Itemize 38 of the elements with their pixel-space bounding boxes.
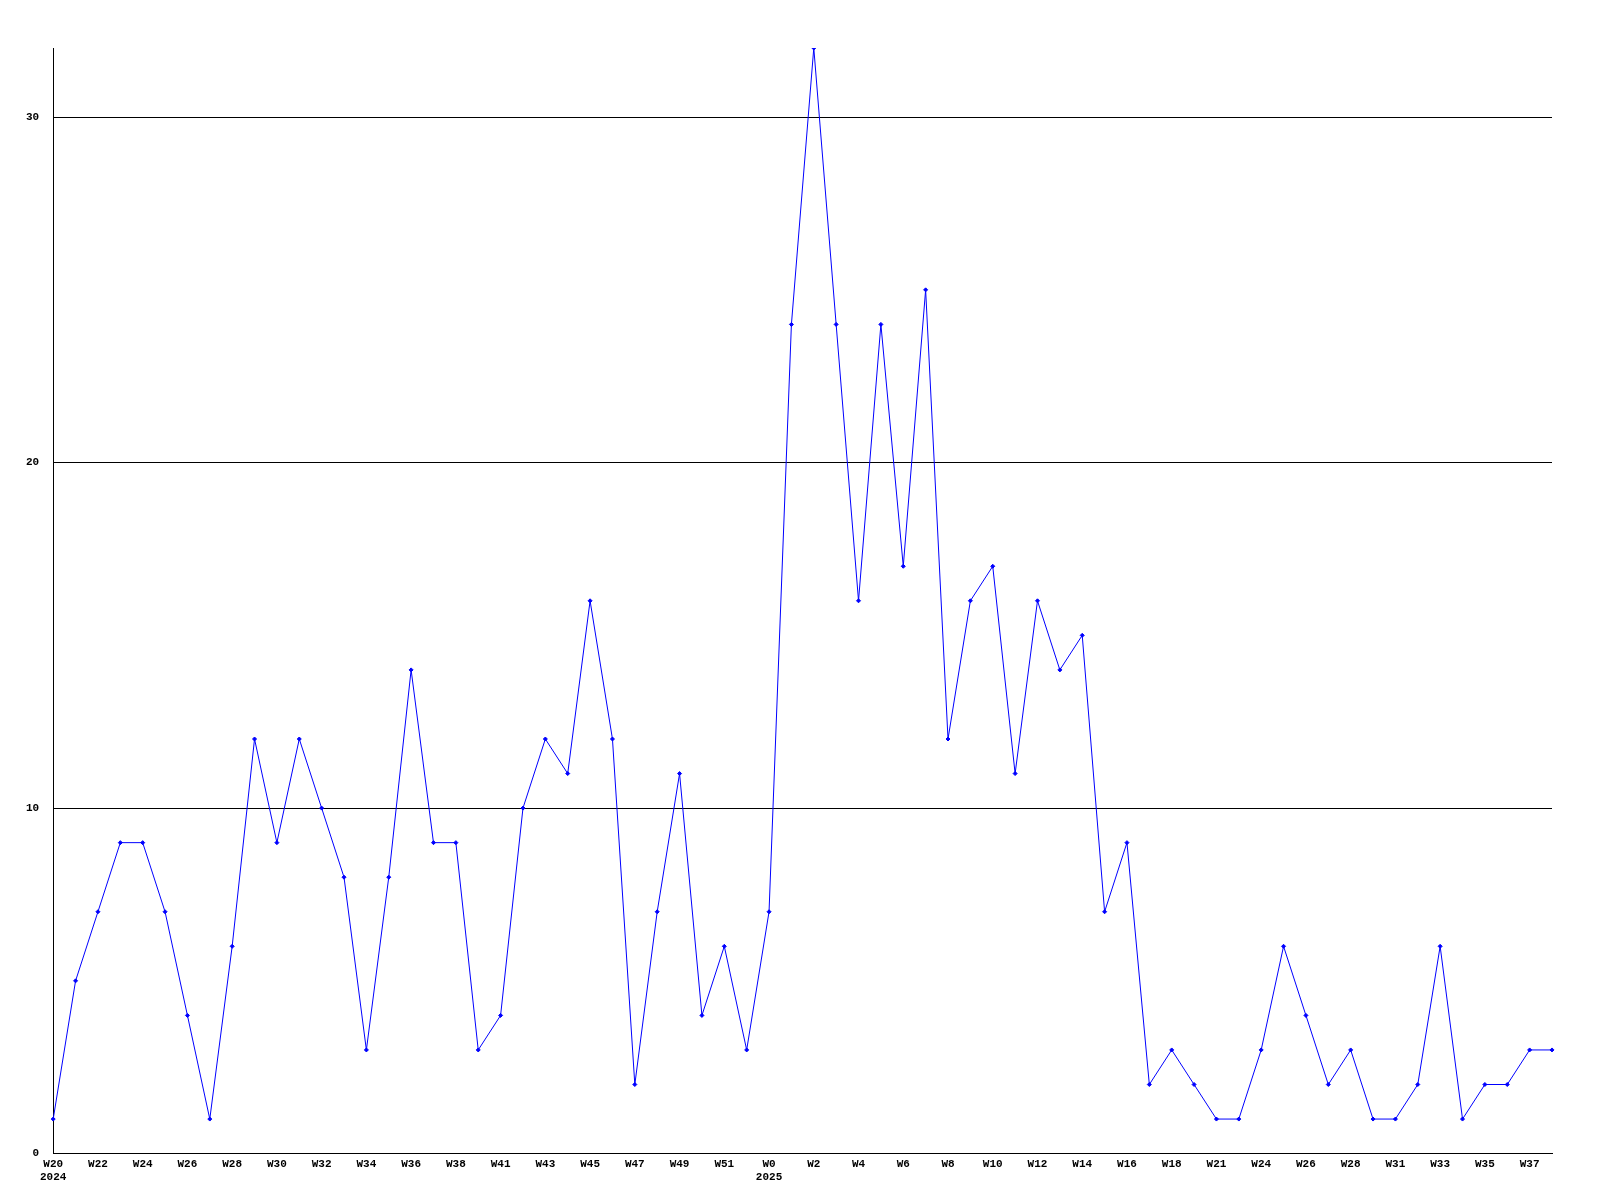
- x-tick-label: W2: [807, 1157, 821, 1170]
- x-tick-label: W34: [356, 1157, 377, 1170]
- x-tick-label: W37: [1519, 1157, 1540, 1170]
- x-tick-label: W24: [1251, 1157, 1272, 1170]
- x-tick-label: W32: [311, 1157, 332, 1170]
- x-tick-label: W20 2024: [40, 1157, 67, 1184]
- x-tick-label: W41: [490, 1157, 511, 1170]
- x-tick-label: W49: [669, 1157, 690, 1170]
- x-tick-label: W14: [1072, 1157, 1093, 1170]
- x-tick-label: W28: [222, 1157, 243, 1170]
- x-tick-label: W45: [580, 1157, 601, 1170]
- y-tick-label: 0: [32, 1147, 40, 1160]
- y-tick-label: 20: [26, 456, 40, 469]
- x-tick-label: W36: [401, 1157, 422, 1170]
- x-tick-label: W12: [1027, 1157, 1048, 1170]
- x-tick-label: W26: [177, 1157, 198, 1170]
- x-tick-label: W31: [1385, 1157, 1406, 1170]
- x-tick-label: W24: [132, 1157, 153, 1170]
- x-tick-label: W16: [1117, 1157, 1137, 1170]
- x-tick-label: W51: [714, 1157, 735, 1170]
- x-tick-label: W8: [941, 1157, 956, 1170]
- y-tick-label: 10: [26, 801, 40, 814]
- x-tick-label: W18: [1161, 1157, 1182, 1170]
- x-tick-label: W21: [1206, 1157, 1227, 1170]
- x-tick-label: W38: [445, 1157, 467, 1170]
- x-tick-label: W43: [535, 1157, 556, 1170]
- x-tick-label: W6: [896, 1157, 910, 1170]
- x-tick-label: W33: [1430, 1157, 1451, 1170]
- x-tick-label: W0 2025: [755, 1157, 783, 1184]
- x-tick-label: W10: [982, 1157, 1003, 1170]
- x-tick-label: W28: [1340, 1157, 1361, 1170]
- x-tick-label: W47: [624, 1157, 645, 1170]
- x-tick-label: W4: [851, 1157, 866, 1170]
- x-tick-label: W30: [267, 1157, 287, 1170]
- x-tick-label: W35: [1474, 1157, 1496, 1170]
- x-tick-label: W26: [1296, 1157, 1316, 1170]
- y-tick-label: 30: [26, 110, 40, 123]
- x-tick-label: W22: [88, 1157, 108, 1170]
